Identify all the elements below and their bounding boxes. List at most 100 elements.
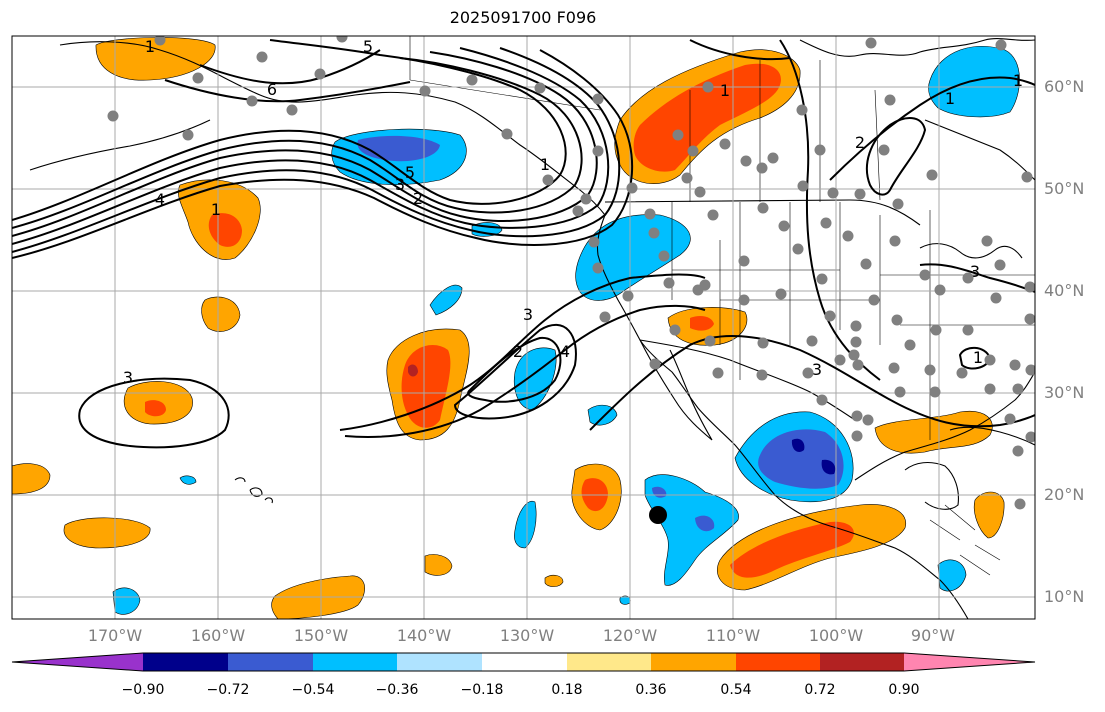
positive-anomaly-area: [730, 521, 854, 578]
lat-label: 60°N: [1044, 77, 1085, 96]
colorbar-segment: [820, 653, 904, 671]
lat-label: 20°N: [1044, 485, 1085, 504]
contour-line: [12, 49, 634, 259]
station-marker: [962, 272, 974, 284]
map-frame: [11, 35, 1036, 620]
contour-label: 6: [267, 80, 277, 99]
negative-anomaly-area: [644, 474, 739, 586]
negative-anomaly-area: [758, 429, 844, 489]
contour-label: 3: [395, 175, 405, 194]
station-marker: [1014, 498, 1026, 510]
station-marker: [314, 68, 326, 80]
station-marker: [154, 36, 166, 46]
canada-arctic: [799, 38, 1035, 57]
station-marker: [622, 290, 634, 302]
station-marker: [182, 129, 194, 141]
station-marker: [816, 394, 828, 406]
contour-line: [12, 47, 621, 253]
station-marker: [1012, 383, 1024, 395]
colorbar-segment: [313, 653, 397, 671]
station-marker: [466, 74, 478, 86]
station-marker: [884, 94, 896, 106]
contour-label: 1: [1013, 71, 1023, 90]
positive-anomaly-area: [973, 491, 1005, 539]
station-marker: [757, 337, 769, 349]
station-marker: [990, 292, 1002, 304]
negative-anomaly-area: [791, 438, 805, 452]
station-marker: [1021, 171, 1033, 183]
station-marker: [934, 284, 946, 296]
lon-label: 160°W: [190, 626, 246, 645]
contour-label: 5: [405, 163, 415, 182]
station-marker: [827, 187, 839, 199]
station-marker: [797, 180, 809, 192]
positive-anomaly-area: [690, 316, 714, 331]
us-canada-border: [604, 199, 921, 226]
station-marker: [757, 202, 769, 214]
colorbar: [11, 652, 1036, 672]
station-marker: [336, 36, 348, 43]
lon-label: 120°W: [602, 626, 658, 645]
positive-anomaly-area: [12, 463, 51, 495]
station-marker: [692, 284, 704, 296]
station-marker: [775, 288, 787, 300]
contour-label: 2: [855, 133, 865, 152]
lon-label: 140°W: [396, 626, 452, 645]
station-marker: [694, 186, 706, 198]
station-marker: [107, 110, 119, 122]
great-lakes: [919, 243, 1023, 259]
negative-anomaly-area: [821, 459, 836, 475]
contour-label: 1: [945, 89, 955, 108]
contour-line: [453, 324, 577, 420]
station-marker: [256, 51, 268, 63]
station-marker: [850, 336, 862, 348]
station-marker: [542, 174, 554, 186]
contour-line: [589, 335, 1035, 431]
colorbar-tick-label: 0.18: [551, 682, 583, 698]
station-marker: [246, 95, 258, 107]
station-marker: [802, 367, 814, 379]
contour-labels: 6 5 4 3 2 1 1 5 3 2 4 3 2 1 3 3 1 1 1 1: [123, 37, 1023, 387]
contour-line: [199, 49, 381, 85]
station-marker: [824, 310, 836, 322]
colorbar-segment: [12, 653, 143, 671]
station-marker: [534, 82, 546, 94]
station-marker: [626, 182, 638, 194]
contour-line: [12, 51, 598, 237]
lon-label: 130°W: [499, 626, 555, 645]
contour-label: 2: [513, 342, 523, 361]
station-marker: [672, 129, 684, 141]
contour-label: 3: [523, 305, 533, 324]
station-marker: [669, 324, 681, 336]
negative-anomaly-area: [179, 475, 197, 485]
station-marker: [767, 152, 779, 164]
station-marker: [962, 324, 974, 336]
station-marker: [419, 85, 431, 97]
station-marker: [930, 324, 942, 336]
station-marker: [852, 359, 864, 371]
lon-label: 170°W: [87, 626, 143, 645]
contour-line: [829, 76, 1035, 181]
station-markers: [107, 36, 1035, 510]
station-marker: [820, 217, 832, 229]
station-marker: [792, 243, 804, 255]
positive-anomaly-area: [145, 400, 166, 417]
contour-line: [164, 79, 411, 103]
station-marker: [956, 367, 968, 379]
anomaly-shading: [12, 37, 1020, 619]
station-marker: [1009, 359, 1021, 371]
station-marker: [894, 386, 906, 398]
station-marker: [1024, 313, 1035, 325]
station-marker: [929, 386, 941, 398]
positive-anomaly-area: [408, 364, 418, 377]
station-marker: [740, 155, 752, 167]
negative-anomaly-area: [429, 284, 463, 316]
positive-anomaly-area: [208, 213, 242, 247]
negative-anomaly-area: [112, 587, 141, 615]
station-marker: [842, 230, 854, 242]
station-marker: [851, 410, 863, 422]
station-marker: [778, 220, 790, 232]
contour-line: [339, 273, 706, 431]
colorbar-tick-label: 0.90: [888, 682, 920, 698]
colorbar-tick-label: 0.54: [720, 682, 752, 698]
